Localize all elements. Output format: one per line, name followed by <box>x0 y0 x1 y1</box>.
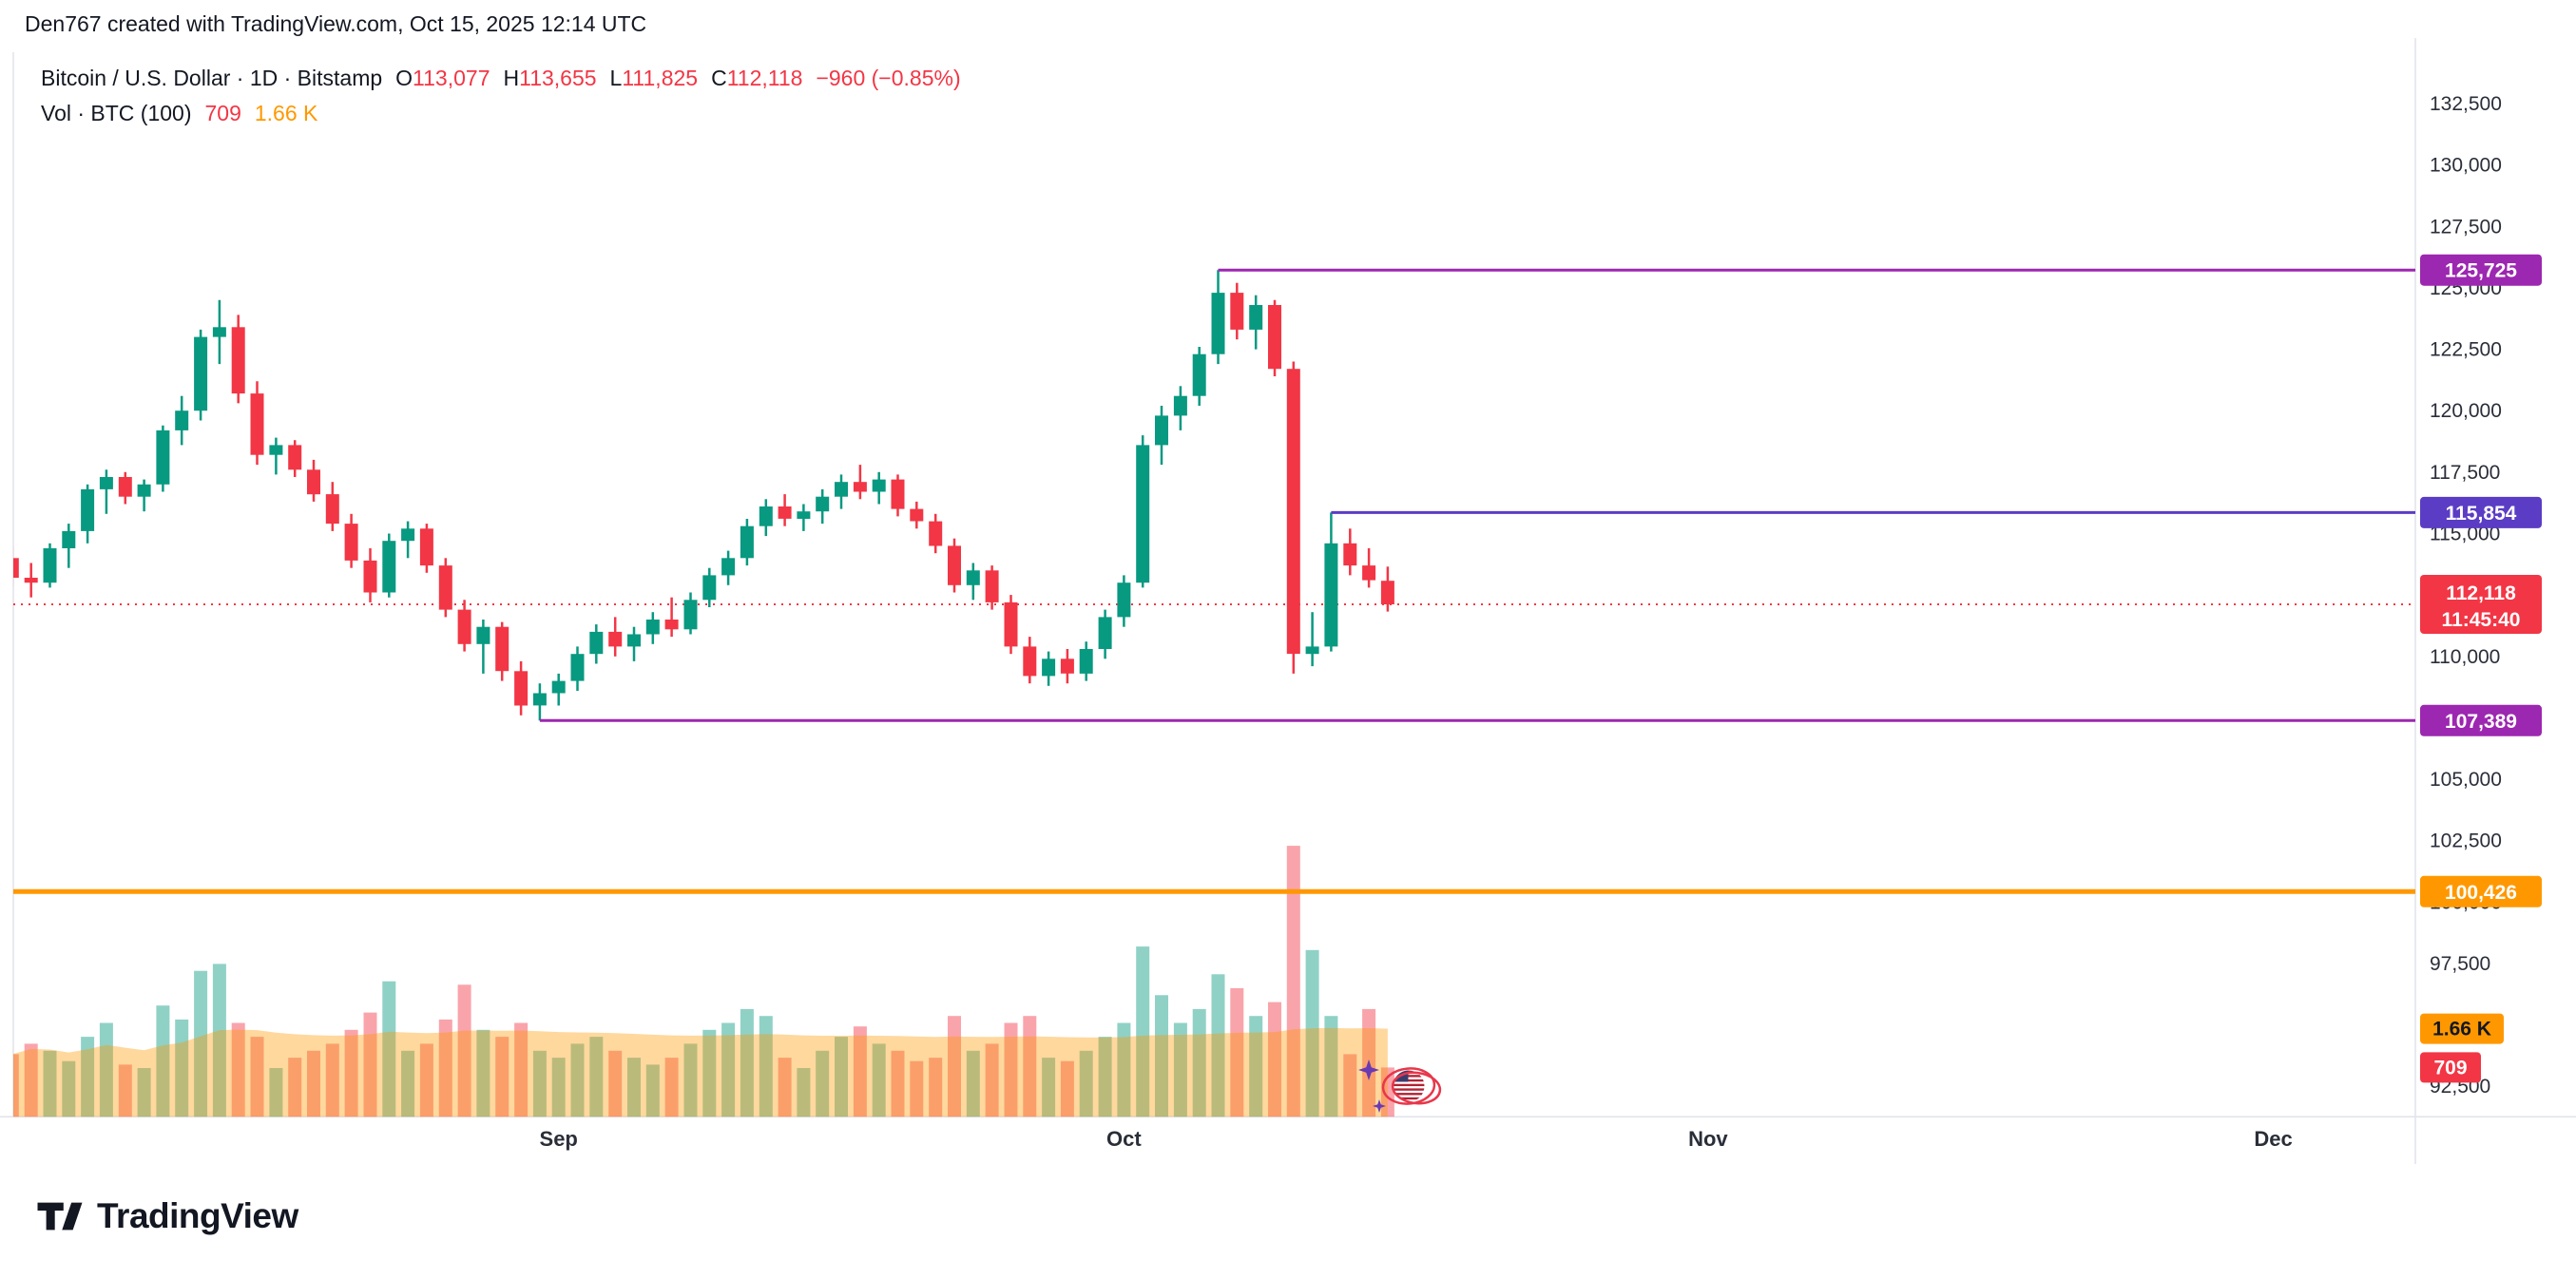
price-axis-label: 117,500 <box>2430 462 2500 484</box>
change-value: −960 (−0.85%) <box>816 66 961 90</box>
price-axis-label: 115,000 <box>2430 524 2500 545</box>
svg-text:709: 709 <box>2433 1057 2467 1079</box>
volume-value: 709 <box>204 101 241 125</box>
svg-text:107,389: 107,389 <box>2445 711 2517 733</box>
price-axis-label: 130,000 <box>2430 155 2502 177</box>
symbol-title[interactable]: Bitcoin / U.S. Dollar · 1D · Bitstamp <box>41 66 383 90</box>
svg-text:112,118: 112,118 <box>2446 582 2516 604</box>
volume-indicator-title[interactable]: Vol · BTC (100) <box>41 101 192 125</box>
open-pair: O113,077 <box>395 66 490 91</box>
price-level-badge: 107,389 <box>2420 704 2542 736</box>
open-label: O <box>395 66 413 90</box>
high-value: 113,655 <box>519 66 597 90</box>
current-price-badge: 112,118 11:45:40 <box>2420 575 2542 634</box>
price-level-badge: 125,725 <box>2420 254 2542 286</box>
volume-legend-row: Vol · BTC (100) 709 1.66 K <box>41 96 961 131</box>
volume-ma-badge: 1.66 K <box>2420 1013 2504 1044</box>
price-axis-label: 120,000 <box>2430 400 2502 422</box>
legend-pane: Bitcoin / U.S. Dollar · 1D · Bitstamp O1… <box>41 61 961 131</box>
time-axis-label-nov: Nov <box>1688 1127 1728 1151</box>
volume-ma-value: 1.66 K <box>254 101 318 125</box>
price-axis-label: 127,500 <box>2430 216 2502 238</box>
volume-value-badge: 709 <box>2420 1052 2481 1083</box>
low-pair: L111,825 <box>610 66 699 91</box>
time-axis[interactable] <box>13 1117 2415 1164</box>
tradingview-logo[interactable]: TradingView <box>36 1195 298 1237</box>
price-axis-label: 122,500 <box>2430 339 2502 361</box>
svg-text:125,725: 125,725 <box>2445 260 2517 282</box>
price-axis-label: 102,500 <box>2430 830 2502 852</box>
chart-credit: Den767 created with TradingView.com, Oct… <box>25 11 647 36</box>
time-axis-label-sep: Sep <box>540 1127 578 1151</box>
price-axis-label: 110,000 <box>2430 646 2500 668</box>
bar-countdown: 11:45:40 <box>2442 609 2521 631</box>
close-pair: C112,118 <box>711 66 802 91</box>
price-axis-label: 132,500 <box>2430 93 2502 115</box>
svg-text:100,426: 100,426 <box>2445 882 2517 904</box>
svg-text:115,854: 115,854 <box>2446 503 2517 525</box>
volume-series <box>13 846 1394 1117</box>
tradingview-logo-icon <box>37 1202 83 1231</box>
price-level-badge: 100,426 <box>2420 875 2542 907</box>
candlestick-series <box>13 270 1394 721</box>
volume-ma-area <box>13 1027 1388 1117</box>
low-value: 111,825 <box>622 66 699 90</box>
high-label: H <box>503 66 520 90</box>
close-value: 112,118 <box>726 66 803 90</box>
high-pair: H113,655 <box>503 66 596 91</box>
symbol-legend-row: Bitcoin / U.S. Dollar · 1D · Bitstamp O1… <box>41 61 961 96</box>
low-label: L <box>609 66 623 90</box>
price-axis-label: 97,500 <box>2430 953 2490 975</box>
time-axis-label-dec: Dec <box>2254 1127 2292 1151</box>
us-flag-sticker <box>1358 1059 1442 1113</box>
tradingview-wordmark: TradingView <box>97 1196 298 1235</box>
svg-text:1.66 K: 1.66 K <box>2432 1019 2491 1040</box>
price-axis[interactable] <box>2416 38 2576 1164</box>
price-level-badge: 115,854 <box>2420 496 2542 528</box>
price-axis-label: 105,000 <box>2430 769 2502 791</box>
open-value: 113,077 <box>413 66 490 90</box>
time-axis-label-oct: Oct <box>1106 1127 1142 1151</box>
close-label: C <box>711 66 727 90</box>
